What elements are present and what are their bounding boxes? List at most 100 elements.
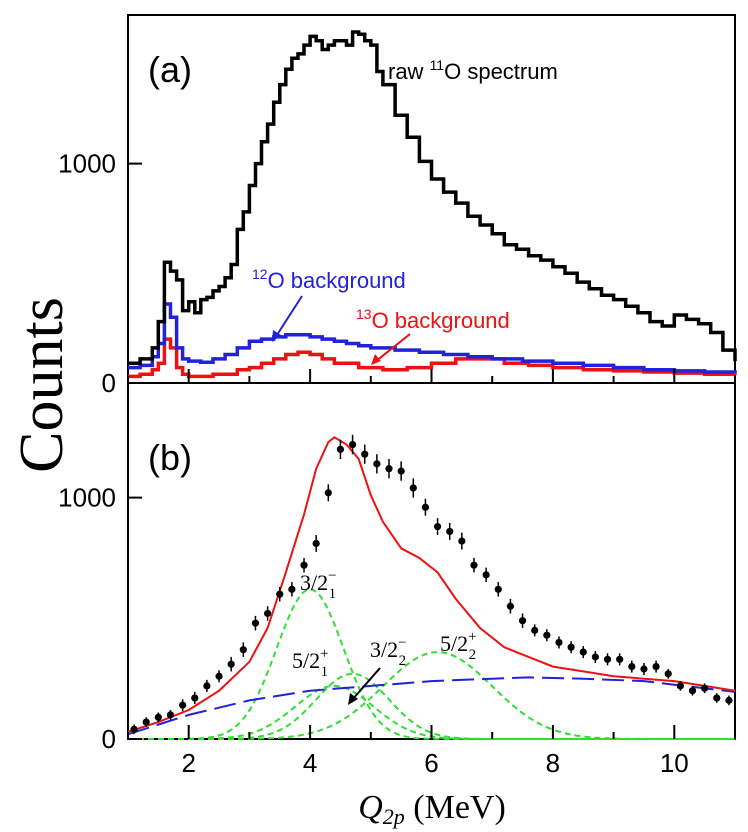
x-axis-label: Q2p (MeV) xyxy=(358,789,506,829)
x-axis-label-q: Q xyxy=(358,789,383,826)
legend-13o-background: 13O background xyxy=(356,306,510,333)
x-tick-label-0: 2 xyxy=(181,748,195,778)
legend-12o-background: 12O background xyxy=(252,266,406,293)
data-point-4 xyxy=(179,701,187,709)
arrow-13o xyxy=(374,333,411,363)
state-3-2-1-sub: 1 xyxy=(329,586,337,602)
data-point-17 xyxy=(336,445,345,453)
legend-12o-text: O background xyxy=(268,268,406,293)
x-tick-label-1: 4 xyxy=(303,748,317,778)
data-point-30 xyxy=(494,585,502,593)
arrow-13o-head xyxy=(371,354,381,365)
state-5-2-1-sup: + xyxy=(320,646,328,662)
data-point-34 xyxy=(543,631,551,639)
arrow-12o xyxy=(274,295,303,339)
data-point-5 xyxy=(191,694,199,702)
data-point-2 xyxy=(154,713,162,721)
data-point-14 xyxy=(300,561,308,569)
y-tick-label-b-1: 1000 xyxy=(58,483,116,513)
data-point-20 xyxy=(373,460,381,468)
data-point-42 xyxy=(640,665,648,673)
x-tick-label-4: 10 xyxy=(660,748,689,778)
data-point-23 xyxy=(409,484,417,492)
state-5-2-2-base: 5/2 xyxy=(440,631,468,656)
data-point-9 xyxy=(239,646,247,654)
data-point-36 xyxy=(567,643,575,651)
data-point-31 xyxy=(506,602,515,610)
data-point-0 xyxy=(130,725,138,733)
legend-raw-suffix: O spectrum xyxy=(444,59,558,84)
series-0-line xyxy=(128,30,737,366)
legend-13o-text: O background xyxy=(372,308,510,333)
data-point-6 xyxy=(203,682,211,690)
state-label-3-2-minus-1: 3/2− 1 xyxy=(300,568,337,602)
data-point-43 xyxy=(652,662,660,671)
data-point-44 xyxy=(664,670,672,678)
y-tick-label-b-0: 0 xyxy=(102,724,116,754)
arrow-12o-head xyxy=(272,330,281,342)
legend-12o-sup: 12 xyxy=(252,266,268,282)
state-3-2-2-sup: − xyxy=(398,635,406,651)
data-point-3 xyxy=(166,711,175,719)
legend-13o-sup: 13 xyxy=(356,306,372,322)
y-tick-label-a-0: 0 xyxy=(102,368,116,398)
state-5-2-2-sub: 2 xyxy=(469,647,477,663)
legend-raw-spectrum: raw 11O spectrum xyxy=(388,57,558,84)
data-point-1 xyxy=(142,718,150,726)
panel-a-label: (a) xyxy=(148,49,192,90)
y-axis-label: Counts xyxy=(8,297,76,473)
x-tick-label-3: 8 xyxy=(546,748,560,778)
panel-b-frame xyxy=(127,382,736,740)
state-3-2-1-base: 3/2 xyxy=(300,570,328,595)
state-label-5-2-plus-2: 5/2+ 2 xyxy=(440,629,477,663)
series-1-line xyxy=(128,302,737,374)
arrow-3-2-minus-2-head xyxy=(348,693,358,705)
state-3-2-2-base: 3/2 xyxy=(370,637,398,662)
panel-a-plot xyxy=(128,30,737,379)
y-tick-label-a-1: 1000 xyxy=(58,149,116,179)
data-point-15 xyxy=(312,539,320,548)
fit-curve xyxy=(127,436,736,733)
state-label-5-2-plus-1: 5/2+ 1 xyxy=(292,646,329,680)
state-3-2-1-sup: − xyxy=(328,568,336,584)
data-point-32 xyxy=(518,617,527,625)
data-point-11 xyxy=(264,609,272,618)
panel-b-plot xyxy=(127,434,736,740)
data-point-45 xyxy=(676,682,684,690)
x-axis-label-sub: 2p xyxy=(383,804,405,829)
axes: 2 4 6 8 10 0 1000 0 1000 xyxy=(58,149,736,778)
data-point-47 xyxy=(701,684,709,692)
data-point-33 xyxy=(531,626,539,634)
state-5-2-1-sub: 1 xyxy=(321,664,329,680)
state-3-2-2-sub: 2 xyxy=(399,653,407,669)
data-point-13 xyxy=(288,585,296,593)
data-point-24 xyxy=(421,503,430,511)
state-5-2-2-sup: + xyxy=(468,629,476,645)
data-point-49 xyxy=(725,696,733,704)
data-point-7 xyxy=(215,672,223,680)
data-point-28 xyxy=(470,561,478,569)
data-point-19 xyxy=(361,450,369,458)
data-point-25 xyxy=(433,522,442,531)
state-5-2-1-base: 5/2 xyxy=(292,648,320,673)
data-point-38 xyxy=(591,653,599,661)
arrow-3-2-minus-2 xyxy=(351,667,381,701)
x-axis-label-unit: (MeV) xyxy=(405,789,506,826)
data-point-29 xyxy=(482,571,490,579)
legend-raw-sup: 11 xyxy=(430,57,445,73)
data-point-35 xyxy=(555,638,563,647)
data-point-10 xyxy=(251,619,260,627)
component-3-curve xyxy=(128,651,735,740)
panel-b-label: (b) xyxy=(148,437,192,478)
data-point-18 xyxy=(348,440,357,449)
data-point-22 xyxy=(397,467,405,475)
data-point-12 xyxy=(276,590,284,598)
background-curve xyxy=(127,676,736,736)
data-point-27 xyxy=(458,537,466,545)
data-point-48 xyxy=(713,694,721,702)
data-point-37 xyxy=(579,648,587,656)
legend-raw-prefix: raw xyxy=(388,59,430,84)
state-label-3-2-minus-2: 3/2− 2 xyxy=(370,635,407,669)
data-point-46 xyxy=(688,687,697,695)
